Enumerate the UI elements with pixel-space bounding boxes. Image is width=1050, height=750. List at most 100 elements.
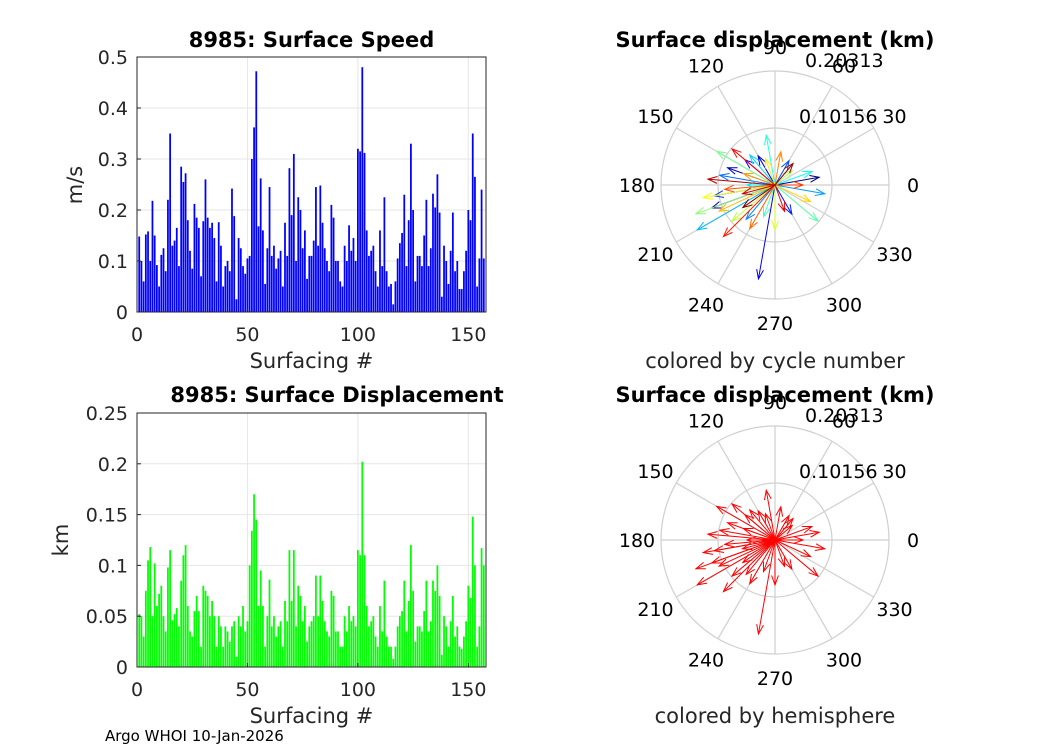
surface-speed-bar xyxy=(449,250,452,312)
polar-hemisphere-vector xyxy=(764,512,776,541)
polar-hemisphere-angle-label: 210 xyxy=(637,599,673,621)
surface-displacement-ytick-label: 0.1 xyxy=(98,555,128,577)
polar-cycle-angle-label: 240 xyxy=(688,295,724,317)
surface-displacement-bar xyxy=(224,626,227,667)
surface-speed-bar xyxy=(200,276,202,312)
surface-speed-bar xyxy=(436,174,439,312)
surface-speed-bar xyxy=(301,248,304,312)
surface-speed-bar xyxy=(376,286,379,312)
polar-hemisphere-title: Surface displacement (km) xyxy=(615,383,934,407)
surface-displacement-bar xyxy=(467,585,470,667)
polar-cycle-vector xyxy=(771,185,779,232)
surface-displacement-bar xyxy=(138,614,141,667)
surface-displacement-bar xyxy=(401,611,403,667)
surface-displacement-ticks: 0 0.05 0.1 0.15 0.2 0.25 0 50 100 150 xyxy=(86,403,487,701)
surface-speed-bar xyxy=(396,258,399,312)
footer-credit: Argo WHOI 10-Jan-2026 xyxy=(105,727,284,745)
polar-cycle-angle-label: 180 xyxy=(619,175,655,197)
surface-speed-bar xyxy=(372,245,375,312)
surface-displacement-bar xyxy=(379,606,381,667)
surface-speed-bar xyxy=(458,289,461,312)
surface-displacement-bar xyxy=(445,626,448,667)
polar-cycle-angle-label: 270 xyxy=(757,313,793,335)
surface-speed-bar xyxy=(429,248,432,312)
surface-displacement-bar xyxy=(156,606,158,667)
surface-displacement-bar xyxy=(394,646,397,667)
surface-displacement-bar xyxy=(414,641,417,667)
polar-cycle-vector xyxy=(762,184,776,219)
surface-displacement-bar xyxy=(228,641,231,667)
surface-displacement-bar xyxy=(465,621,468,667)
polar-cycle-vector xyxy=(730,147,776,186)
surface-speed-bar xyxy=(270,255,273,312)
surface-speed-bar xyxy=(416,255,419,312)
surface-displacement-bar xyxy=(301,621,304,667)
surface-displacement-bar xyxy=(202,585,205,667)
surface-displacement-bar xyxy=(303,606,306,667)
surface-speed-bar xyxy=(281,286,284,312)
surface-displacement-bar xyxy=(189,631,191,667)
surface-displacement-bar xyxy=(438,595,441,667)
surface-displacement-xlabel: Surfacing # xyxy=(250,704,374,728)
surface-displacement-bar xyxy=(233,621,236,667)
surface-displacement-bar xyxy=(482,565,485,667)
surface-displacement-bar xyxy=(447,646,450,667)
surface-speed-bar xyxy=(193,203,196,312)
surface-displacement-bar xyxy=(191,636,194,667)
surface-displacement-xtick-label: 150 xyxy=(450,679,486,701)
surface-speed-bar xyxy=(295,261,297,312)
surface-speed-xlabel: Surfacing # xyxy=(250,349,374,373)
surface-speed-bar xyxy=(465,250,468,312)
surface-speed-xtick-label: 100 xyxy=(340,324,376,346)
surface-speed-bar xyxy=(175,227,178,312)
surface-displacement-bar xyxy=(186,606,189,667)
polar-hemisphere-radius-label: 0.20313 xyxy=(805,405,884,427)
surface-speed-bar xyxy=(182,181,185,312)
polar-hemisphere-vector xyxy=(774,505,784,541)
surface-displacement-bar xyxy=(167,567,169,667)
polar-cycle-vector xyxy=(774,150,784,186)
surface-speed-bar xyxy=(209,227,211,312)
surface-speed-bar xyxy=(332,217,335,312)
polar-hemisphere-vector xyxy=(775,536,805,544)
surface-speed-bar xyxy=(341,286,344,312)
surface-speed-bar xyxy=(204,179,207,312)
surface-speed-bar xyxy=(337,261,339,312)
surface-displacement-bar xyxy=(343,616,346,667)
surface-speed-bar xyxy=(153,235,156,312)
polar-hemisphere-angle-label: 120 xyxy=(688,411,724,433)
surface-speed-bar xyxy=(224,266,227,312)
polar-cycle-vector xyxy=(774,184,827,197)
polar-hemisphere-angle-label: 60 xyxy=(832,411,856,433)
surface-displacement-bar xyxy=(273,616,275,667)
surface-speed-bar xyxy=(379,230,381,312)
surface-speed-bar xyxy=(235,299,238,312)
polar-cycle-vector xyxy=(741,184,776,196)
surface-speed-bar xyxy=(401,232,403,312)
surface-displacement-bar xyxy=(266,616,269,667)
surface-displacement-bar xyxy=(151,616,154,667)
surface-displacement-bar xyxy=(348,606,350,667)
polar-cycle-labels: 0 30 60 90 120 150 180 210 240 270 300 330 0.10156 0.… xyxy=(619,37,919,335)
surface-speed-ytick-label: 0.1 xyxy=(98,251,128,273)
surface-displacement-ylabel: km xyxy=(49,524,73,557)
surface-displacement-bar xyxy=(281,646,284,667)
surface-displacement-bar xyxy=(242,606,244,667)
surface-speed-bar xyxy=(277,258,280,312)
surface-displacement-bar xyxy=(259,570,262,667)
surface-displacement-bar xyxy=(359,555,361,667)
surface-speed-bar xyxy=(237,238,240,312)
surface-displacement-bar xyxy=(162,616,165,667)
surface-speed-bar xyxy=(180,166,183,312)
surface-displacement-bar xyxy=(432,580,434,667)
surface-speed-bar xyxy=(140,261,143,312)
surface-speed-bar xyxy=(392,304,395,312)
polar-hemisphere-vector xyxy=(723,539,776,548)
surface-displacement-axes-frame xyxy=(136,412,487,668)
surface-displacement-bar xyxy=(350,621,353,667)
surface-speed-bars xyxy=(136,56,486,313)
surface-displacement-bar xyxy=(410,545,412,667)
surface-speed-ytick-label: 0.5 xyxy=(98,47,128,69)
polar-cycle-angle-label: 330 xyxy=(876,244,912,266)
polar-hemisphere-vector xyxy=(748,508,776,541)
